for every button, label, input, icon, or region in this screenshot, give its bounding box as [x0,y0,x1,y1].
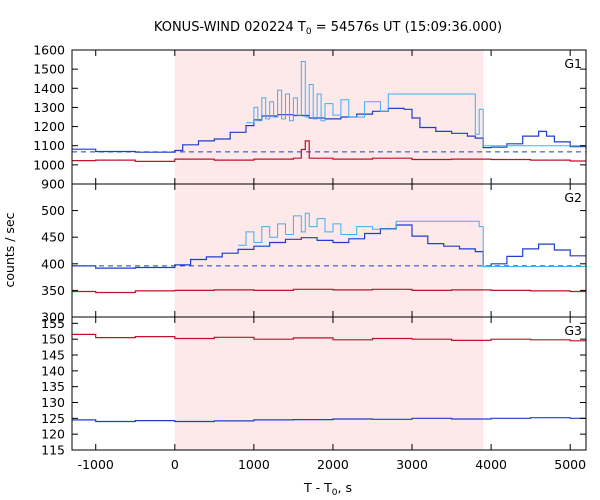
panel-g1: 900 1000 1100 1200 1300 1400 1500 1600 G1 [33,43,587,192]
y-tick-label: 1200 [33,119,65,134]
y-tick-label: 140 [41,363,65,378]
y-tick-label: 135 [41,379,65,394]
panel-label: G1 [564,56,582,71]
y-tick-label: 150 [41,332,65,347]
y-tick-label: 350 [41,283,65,298]
panel-label: G3 [564,323,582,338]
y-tick-label: 115 [41,443,65,458]
series-hires-line [238,212,586,267]
x-axis-label: T - T0, s [303,480,352,498]
y-tick-label: 155 [41,316,65,331]
x-tick-label: 0 [171,457,179,472]
shaded-interval [174,50,484,184]
shaded-interval [174,184,484,317]
y-tick-label: 130 [41,395,65,410]
y-tick-label: 1600 [33,43,65,58]
panel-g2: 300 350 400 450 500 G2 [41,183,587,325]
y-tick-label: 450 [41,230,65,245]
y-tick-label: 145 [41,348,65,363]
y-tick-label: 1000 [33,157,65,172]
series-hires-line [246,61,586,147]
series-total-line [72,107,586,153]
y-tick-label: 400 [41,256,65,271]
y-tick-label: 125 [41,411,65,426]
y-axis-label: counts / sec [2,212,17,287]
series-total-line [72,224,586,269]
chart-title: KONUS-WIND 020224 T0 = 54576s UT (15:09:… [154,20,502,37]
y-tick-label: 500 [41,203,65,218]
panel-frame [71,316,587,451]
x-tick-label: 5000 [554,457,586,472]
series-hard-line [72,333,586,342]
y-tick-label: 1100 [33,138,65,153]
y-tick-label: 1300 [33,100,65,115]
x-tick-label: 2000 [317,457,349,472]
series-total-line [72,417,586,423]
y-tick-label: 1500 [33,62,65,77]
y-tick-label: 300 [41,310,65,325]
x-tick-label: 1000 [238,457,270,472]
panel-label: G2 [564,190,582,205]
x-tick-label: 3000 [396,457,428,472]
series-hard-line [72,288,586,294]
series-hard-line [72,140,586,162]
panels: 9001000110012001300140015001600G13003504… [33,43,587,472]
x-tick-label: -1000 [78,457,114,472]
x-tick-label: 4000 [475,457,507,472]
y-tick-label: 1400 [33,81,65,96]
y-tick-label: 900 [41,177,65,192]
y-tick-label: 120 [41,427,65,442]
